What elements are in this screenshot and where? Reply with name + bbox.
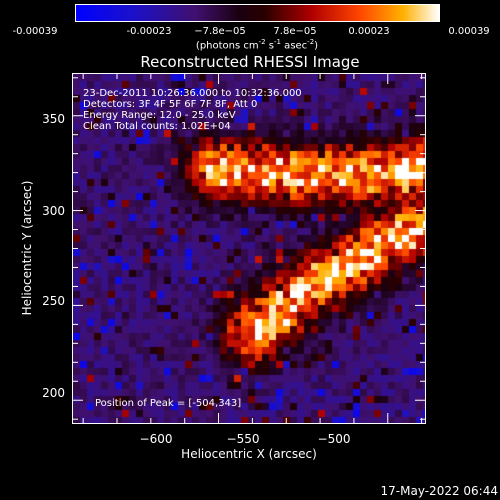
y-tick-label: 350	[42, 112, 65, 126]
info-line: Clean Total counts: 1.02E+04	[83, 121, 231, 132]
colorbar-tick-label: 0.00023	[348, 26, 390, 37]
timestamp: 17-May-2022 06:44	[380, 484, 498, 498]
x-axis-label: Heliocentric X (arcsec)	[181, 447, 317, 461]
x-tick-label: −500	[317, 432, 351, 446]
y-tick-label: 300	[42, 204, 65, 218]
x-tick-label: −600	[139, 432, 173, 446]
chart-title: Reconstructed RHESSI Image	[140, 53, 360, 71]
axis-ticks	[73, 74, 425, 423]
colorbar-tick-label: -0.00039	[12, 26, 58, 37]
peak-position-label: Position of Peak = [-504,343]	[95, 398, 242, 409]
y-tick-label: 200	[42, 386, 65, 400]
info-line: Detectors: 3F 4F 5F 6F 7F 8F, Att 0	[83, 99, 258, 110]
colorbar-tick-label: 7.8e−05	[273, 26, 317, 37]
colorbar	[75, 4, 440, 22]
y-axis-label: Heliocentric Y (arcsec)	[20, 180, 34, 316]
colorbar-tick-label: −7.8e−05	[194, 26, 246, 37]
colorbar-tick-label: 0.00039	[448, 26, 490, 37]
plot-area: 23-Dec-2011 10:26:36.000 to 10:32:36.000…	[72, 73, 426, 424]
info-line: Energy Range: 12.0 - 25.0 keV	[83, 110, 236, 121]
colorbar-unit-label: (photons cm-2 s-1 asec-2)	[195, 38, 319, 52]
y-tick-label: 250	[42, 294, 65, 308]
info-line: 23-Dec-2011 10:26:36.000 to 10:32:36.000	[83, 88, 302, 99]
heatmap-image	[73, 74, 425, 423]
colorbar-tick-label: -0.00023	[126, 26, 172, 37]
x-tick-label: −550	[226, 432, 260, 446]
